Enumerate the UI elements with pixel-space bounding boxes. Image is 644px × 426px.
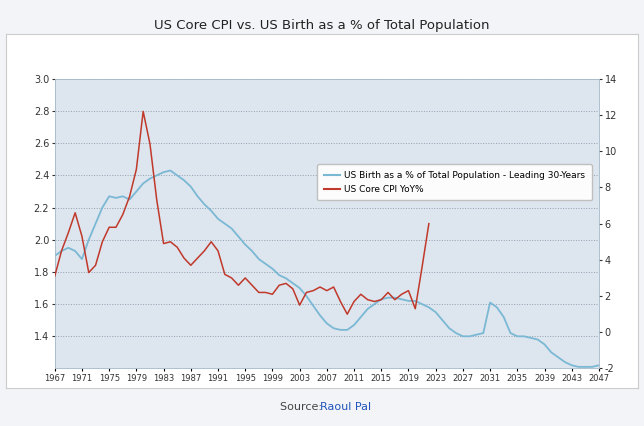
- Text: US Core CPI vs. US Birth as a % of Total Population: US Core CPI vs. US Birth as a % of Total…: [155, 19, 489, 32]
- Text: Raoul Pal: Raoul Pal: [320, 402, 371, 412]
- Legend: US Birth as a % of Total Population - Leading 30-Years, US Core CPI YoY%: US Birth as a % of Total Population - Le…: [317, 164, 592, 201]
- Text: Source:: Source:: [280, 402, 326, 412]
